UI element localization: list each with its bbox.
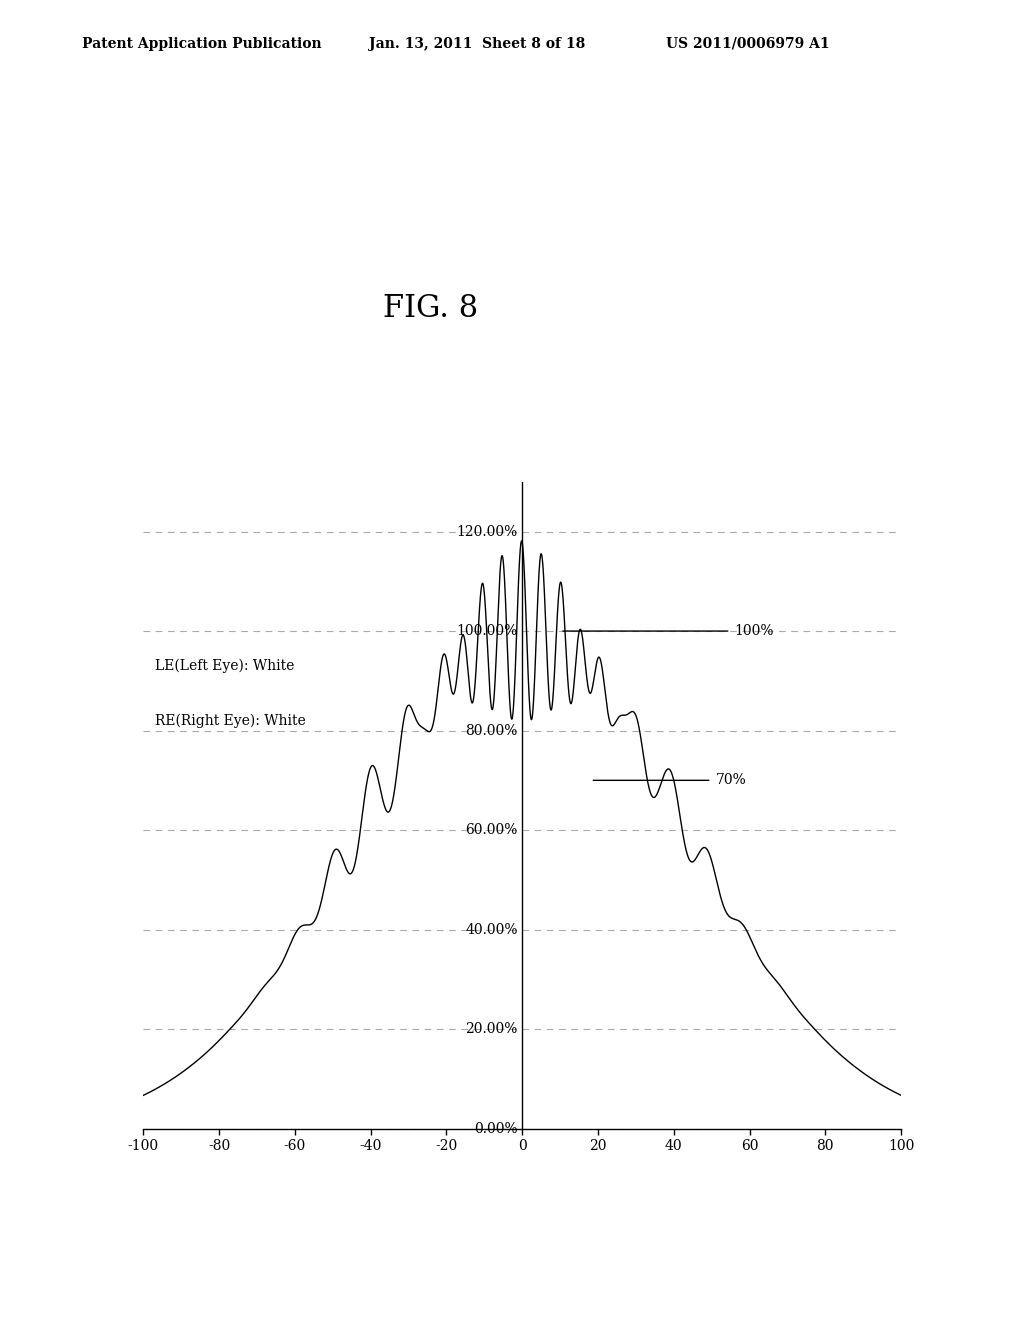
Text: 100.00%: 100.00%: [457, 624, 518, 638]
Text: RE(Right Eye): White: RE(Right Eye): White: [155, 713, 305, 727]
Text: US 2011/0006979 A1: US 2011/0006979 A1: [666, 37, 829, 50]
Text: 120.00%: 120.00%: [457, 524, 518, 539]
Text: 20.00%: 20.00%: [465, 1022, 518, 1036]
Text: 100%: 100%: [734, 624, 774, 638]
Text: 60.00%: 60.00%: [465, 824, 518, 837]
Text: Jan. 13, 2011  Sheet 8 of 18: Jan. 13, 2011 Sheet 8 of 18: [369, 37, 585, 50]
Text: 70%: 70%: [716, 774, 746, 787]
Text: 0.00%: 0.00%: [474, 1122, 518, 1135]
Text: 80.00%: 80.00%: [465, 723, 518, 738]
Text: Patent Application Publication: Patent Application Publication: [82, 37, 322, 50]
Text: 40.00%: 40.00%: [465, 923, 518, 937]
Text: LE(Left Eye): White: LE(Left Eye): White: [155, 659, 294, 673]
Text: FIG. 8: FIG. 8: [383, 293, 477, 323]
